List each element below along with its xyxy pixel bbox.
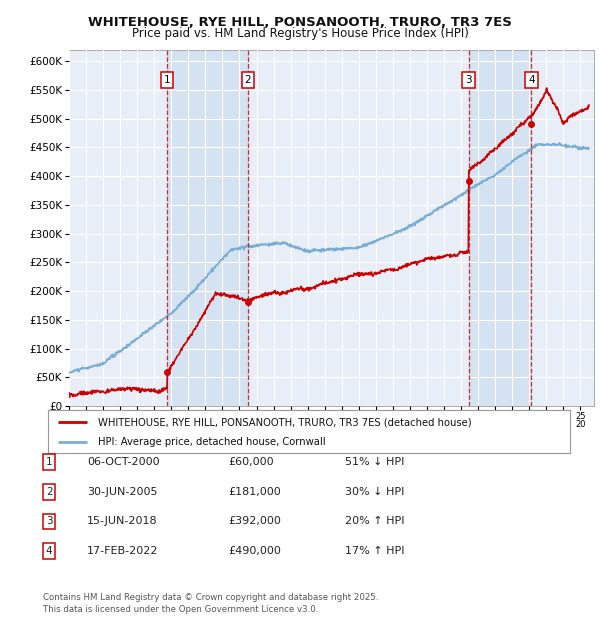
Text: £60,000: £60,000 <box>228 457 274 467</box>
Bar <box>469 50 531 406</box>
Text: 1: 1 <box>46 457 53 467</box>
Text: 06-OCT-2000: 06-OCT-2000 <box>87 457 160 467</box>
Text: 17% ↑ HPI: 17% ↑ HPI <box>345 546 404 556</box>
Text: Contains HM Land Registry data © Crown copyright and database right 2025.
This d: Contains HM Land Registry data © Crown c… <box>43 593 379 614</box>
Text: HPI: Average price, detached house, Cornwall: HPI: Average price, detached house, Corn… <box>98 437 325 447</box>
Bar <box>167 50 248 406</box>
Text: 2: 2 <box>46 487 53 497</box>
Text: 1: 1 <box>164 75 170 85</box>
Text: 17-FEB-2022: 17-FEB-2022 <box>87 546 158 556</box>
Text: 4: 4 <box>528 75 535 85</box>
Text: £392,000: £392,000 <box>228 516 281 526</box>
Text: 20% ↑ HPI: 20% ↑ HPI <box>345 516 404 526</box>
Text: £181,000: £181,000 <box>228 487 281 497</box>
Text: 30-JUN-2005: 30-JUN-2005 <box>87 487 157 497</box>
Text: 3: 3 <box>466 75 472 85</box>
Text: £490,000: £490,000 <box>228 546 281 556</box>
Text: 2: 2 <box>244 75 251 85</box>
Text: 4: 4 <box>46 546 53 556</box>
Text: 15-JUN-2018: 15-JUN-2018 <box>87 516 158 526</box>
Text: Price paid vs. HM Land Registry's House Price Index (HPI): Price paid vs. HM Land Registry's House … <box>131 27 469 40</box>
Text: 30% ↓ HPI: 30% ↓ HPI <box>345 487 404 497</box>
Text: WHITEHOUSE, RYE HILL, PONSANOOTH, TRURO, TR3 7ES: WHITEHOUSE, RYE HILL, PONSANOOTH, TRURO,… <box>88 16 512 29</box>
Text: WHITEHOUSE, RYE HILL, PONSANOOTH, TRURO, TR3 7ES (detached house): WHITEHOUSE, RYE HILL, PONSANOOTH, TRURO,… <box>98 417 471 427</box>
Text: 3: 3 <box>46 516 53 526</box>
Text: 51% ↓ HPI: 51% ↓ HPI <box>345 457 404 467</box>
